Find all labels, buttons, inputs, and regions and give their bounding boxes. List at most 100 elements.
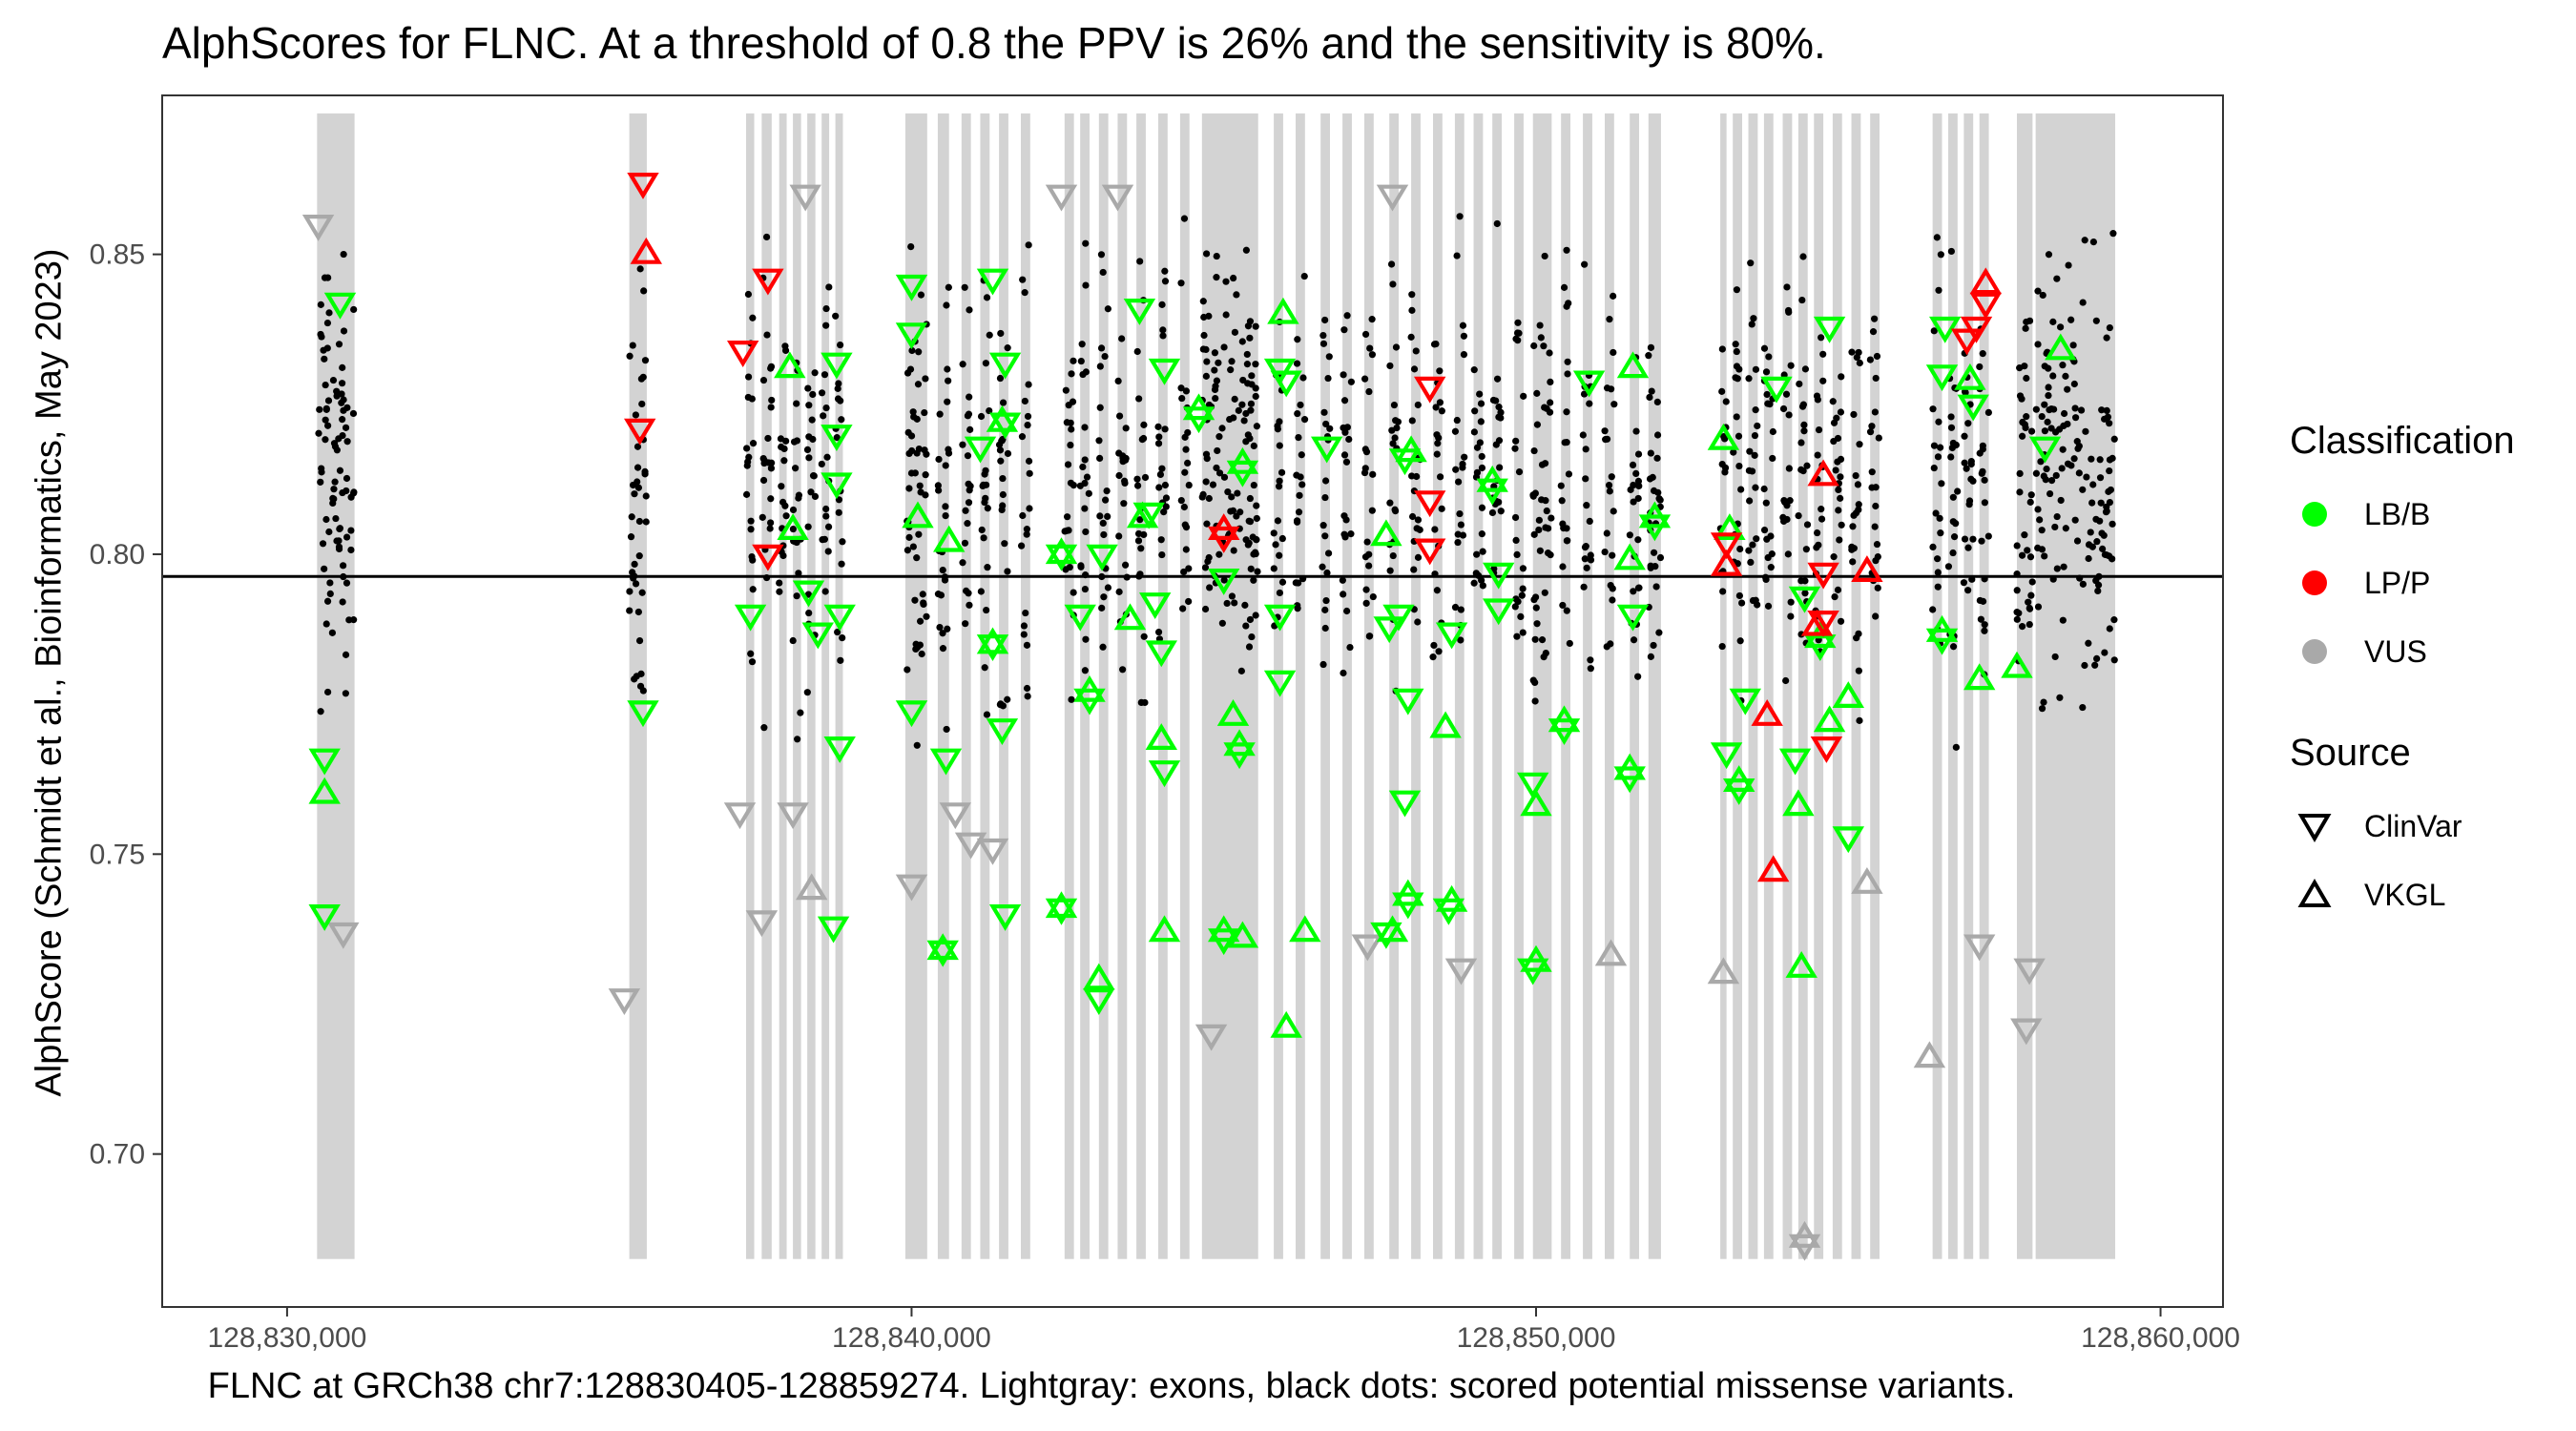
scored-variant-dot <box>2022 324 2029 332</box>
scored-variant-dot <box>1177 496 1185 505</box>
lbb-vkgl-marker <box>2045 333 2077 361</box>
scored-variant-dot <box>2070 455 2078 463</box>
lbb-clinvar-marker <box>986 718 1019 745</box>
x-tick-label: 128,850,000 <box>1457 1322 1616 1354</box>
scored-variant-dot <box>2019 623 2026 631</box>
scored-variant-dot <box>1533 620 1541 628</box>
scored-variant-dot <box>1947 413 1955 421</box>
scored-variant-dot <box>1515 329 1523 337</box>
scored-variant-dot <box>915 530 923 538</box>
lbb-clinvar-marker <box>1729 688 1762 716</box>
scored-variant-dot <box>1162 494 1171 502</box>
scored-variant-dot <box>838 560 845 568</box>
scored-variant-dot <box>332 514 340 523</box>
scored-variant-dot <box>1546 349 1553 357</box>
exon-band <box>1158 113 1168 1259</box>
scored-variant-dot <box>1831 592 1839 601</box>
scored-variant-dot <box>1322 420 1330 428</box>
scored-variant-dot <box>1115 588 1123 595</box>
scored-variant-dot <box>1964 420 1972 427</box>
scored-variant-dot <box>2079 299 2087 306</box>
scored-variant-dot <box>1386 499 1394 507</box>
exon-band <box>1433 113 1443 1259</box>
scored-variant-dot <box>1414 618 1422 626</box>
scored-variant-dot <box>1270 565 1278 572</box>
lbb-vkgl-marker <box>976 627 1009 654</box>
scored-variant-dot <box>1529 492 1537 500</box>
scored-variant-dot <box>1952 520 1960 528</box>
scored-variant-dot <box>2038 705 2046 713</box>
scored-variant-dot <box>2049 318 2057 325</box>
scored-variant-dot <box>1066 563 1073 571</box>
scored-variant-dot <box>1346 643 1354 652</box>
scored-variant-dot <box>1721 468 1729 476</box>
scored-variant-dot <box>1228 592 1236 600</box>
scored-variant-dot <box>1837 494 1844 502</box>
vus-clinvar-marker <box>777 802 809 830</box>
scored-variant-dot <box>945 449 953 457</box>
scored-variant-dot <box>1565 470 1573 478</box>
scored-variant-dot <box>1652 583 1660 591</box>
exon-band <box>1389 113 1399 1259</box>
scored-variant-dot <box>1408 306 1416 314</box>
scored-variant-dot <box>982 360 989 367</box>
scored-variant-dot <box>943 301 950 309</box>
scored-variant-dot <box>2057 496 2065 505</box>
scored-variant-dot <box>2018 551 2026 559</box>
lbb-vkgl-marker <box>1925 614 1959 642</box>
scored-variant-dot <box>1081 456 1089 464</box>
scored-variant-dot <box>1720 432 1728 441</box>
scored-variant-dot <box>1856 359 1863 367</box>
exon-band <box>1948 113 1958 1259</box>
scored-variant-dot <box>1220 576 1228 584</box>
scored-variant-dot <box>1547 551 1554 559</box>
scored-variant-dot <box>943 725 950 734</box>
scored-variant-dot <box>1414 401 1422 409</box>
scored-variant-dot <box>1156 470 1165 479</box>
scored-variant-dot <box>1023 530 1030 538</box>
scored-variant-dot <box>2106 323 2113 332</box>
vus-clinvar-marker <box>1101 184 1134 212</box>
scored-variant-dot <box>1024 412 1032 421</box>
scored-variant-dot <box>1137 545 1145 552</box>
scored-variant-dot <box>1394 418 1402 425</box>
lbb-vkgl-marker <box>774 351 806 379</box>
scored-variant-dot <box>1722 398 1730 405</box>
scored-variant-dot <box>1984 408 1992 417</box>
scored-variant-dot <box>2027 491 2035 499</box>
lbb-clinvar-marker <box>895 700 928 728</box>
scored-variant-dot <box>2085 541 2093 549</box>
scored-variant-dot <box>936 623 944 632</box>
scored-variant-dot <box>818 460 825 468</box>
scored-variant-dot <box>1430 641 1438 650</box>
scored-variant-dot <box>966 487 973 494</box>
exon-band <box>1098 113 1109 1259</box>
exon-band <box>835 113 843 1259</box>
scored-variant-dot <box>1096 512 1104 520</box>
scored-variant-dot <box>1653 398 1661 406</box>
lbb-clinvar-marker <box>1132 502 1165 529</box>
lbb-clinvar-marker <box>1138 592 1172 619</box>
scored-variant-dot <box>1634 450 1643 458</box>
lbb-vkgl-marker <box>1785 951 1818 978</box>
lbb-vkgl-marker <box>926 933 959 961</box>
scored-variant-dot <box>1479 582 1486 590</box>
scored-variant-dot <box>1519 565 1527 572</box>
lbb-vkgl-marker <box>1707 423 1740 450</box>
scored-variant-dot <box>1416 526 1423 533</box>
scored-variant-dot <box>2046 406 2053 414</box>
scored-variant-dot <box>821 371 829 379</box>
scored-variant-dot <box>1979 442 1986 449</box>
scored-variant-dot <box>793 437 801 445</box>
exon-band <box>904 113 927 1259</box>
scored-variant-dot <box>2013 587 2021 594</box>
exon-band <box>1648 113 1661 1259</box>
scored-variant-dot <box>1321 316 1329 324</box>
lpp-clinvar-marker <box>1960 316 1993 343</box>
legend-item-lpp: LP/P <box>2290 549 2566 617</box>
scored-variant-dot <box>1436 367 1444 375</box>
scored-variant-dot <box>1561 439 1568 446</box>
scored-variant-dot <box>1297 473 1304 481</box>
lbb-vkgl-marker <box>1207 915 1240 943</box>
scored-variant-dot <box>2034 603 2043 611</box>
